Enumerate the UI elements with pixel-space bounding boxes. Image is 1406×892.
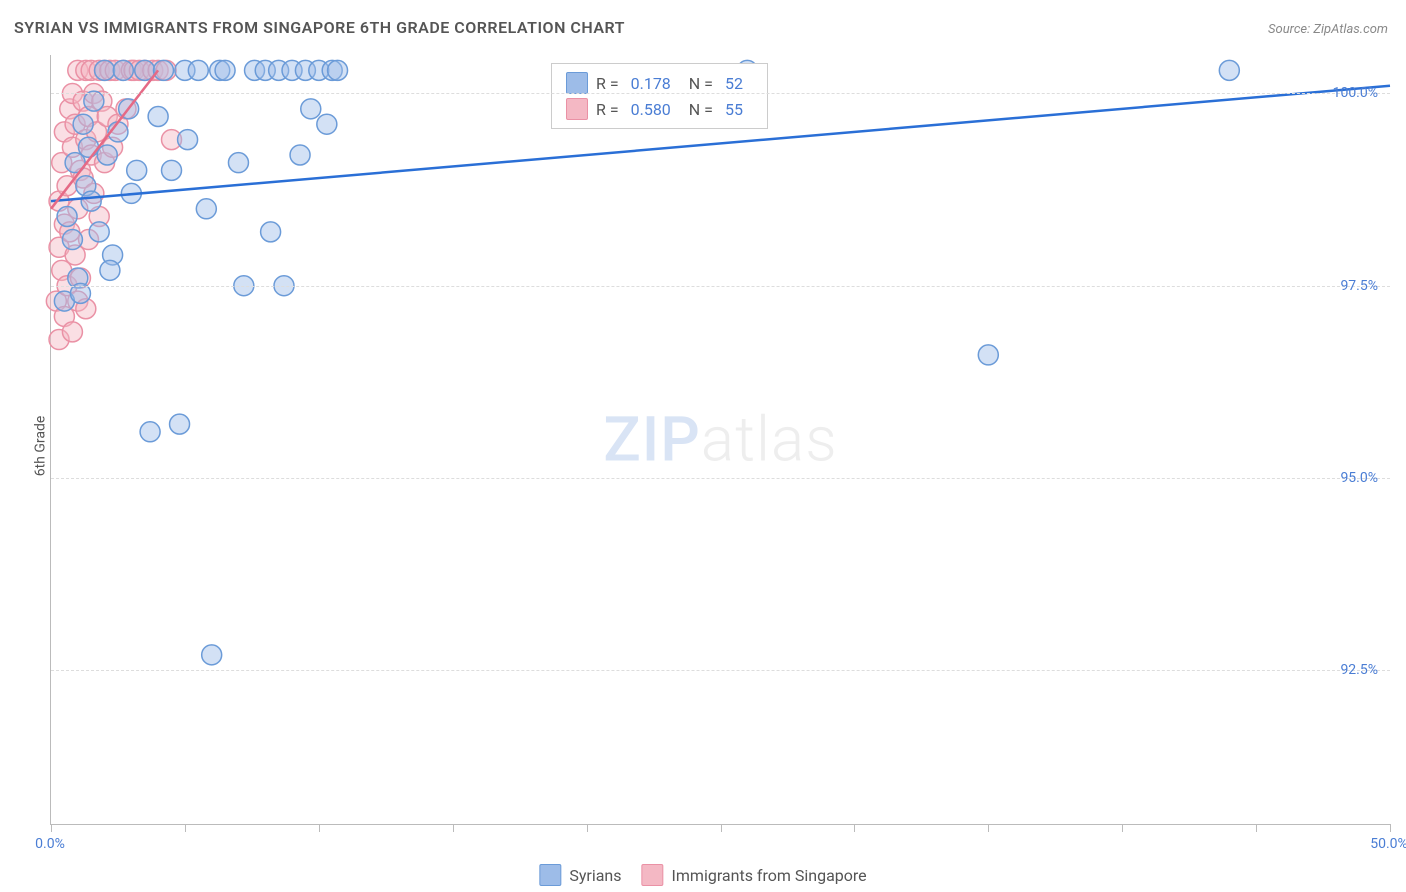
swatch-blue [566,72,588,94]
bottom-legend: Syrians Immigrants from Singapore [539,864,866,886]
data-point [290,145,310,165]
source-label: Source: ZipAtlas.com [1268,22,1388,37]
data-point [178,130,198,150]
data-point [978,345,998,365]
swatch-pink [642,864,664,886]
data-point [202,645,222,665]
r-label: R = [596,74,619,93]
data-point [261,222,281,242]
data-point [97,145,117,165]
stats-row-syrians: R = 0.178 N = 52 [566,70,753,96]
legend-item-singapore: Immigrants from Singapore [642,864,867,886]
plot-area: ZIPatlas R = 0.178 N = 52 R = 0.580 N = … [50,55,1390,825]
n-label: N = [689,74,713,93]
n-label: N = [689,100,713,119]
data-point [81,191,101,211]
data-point [113,60,133,80]
data-point [89,222,109,242]
data-point [162,160,182,180]
n-value-0: 52 [725,74,743,93]
ytick-label: 92.5% [1340,662,1378,678]
y-axis-label: 6th Grade [32,416,48,477]
ytick-label: 95.0% [1340,470,1378,486]
xtick-label-max: 50.0% [1370,836,1406,852]
data-point [1219,60,1239,80]
swatch-pink [566,98,588,120]
stats-legend: R = 0.178 N = 52 R = 0.580 N = 55 [551,63,768,129]
chart-title: SYRIAN VS IMMIGRANTS FROM SINGAPORE 6TH … [14,18,625,37]
data-point [62,322,82,342]
data-point [170,414,190,434]
data-point [188,60,208,80]
data-point [140,422,160,442]
data-point [301,99,321,119]
data-point [78,137,98,157]
data-point [95,60,115,80]
r-value-0: 0.178 [631,74,671,93]
legend-label: Syrians [569,866,621,885]
data-point [62,230,82,250]
data-point [317,114,337,134]
chart-svg [51,55,1390,824]
data-point [215,60,235,80]
data-point [328,60,348,80]
data-point [100,260,120,280]
legend-item-syrians: Syrians [539,864,621,886]
data-point [196,199,216,219]
data-point [57,206,77,226]
data-point [127,160,147,180]
data-point [73,114,93,134]
stats-row-singapore: R = 0.580 N = 55 [566,96,753,122]
data-point [148,107,168,127]
n-value-1: 55 [725,100,743,119]
data-point [228,153,248,173]
legend-label: Immigrants from Singapore [672,866,867,885]
xtick-label-min: 0.0% [35,836,65,852]
r-label: R = [596,100,619,119]
ytick-label: 100.0% [1333,85,1378,101]
ytick-label: 97.5% [1340,278,1378,294]
swatch-blue [539,864,561,886]
data-point [153,60,173,80]
r-value-1: 0.580 [631,100,671,119]
